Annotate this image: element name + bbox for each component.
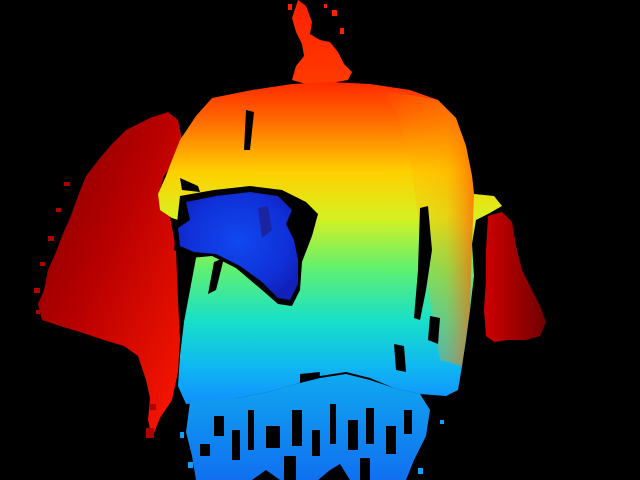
right-background-wall <box>484 212 546 342</box>
left-background-wall <box>38 112 182 438</box>
head-speckle <box>288 4 344 34</box>
legs-region <box>186 374 430 480</box>
legs-speckle <box>180 420 444 474</box>
left-wall-speckle <box>34 182 156 438</box>
legs-dropout <box>200 404 412 480</box>
head-region <box>292 0 352 84</box>
arm-fold <box>258 206 272 238</box>
